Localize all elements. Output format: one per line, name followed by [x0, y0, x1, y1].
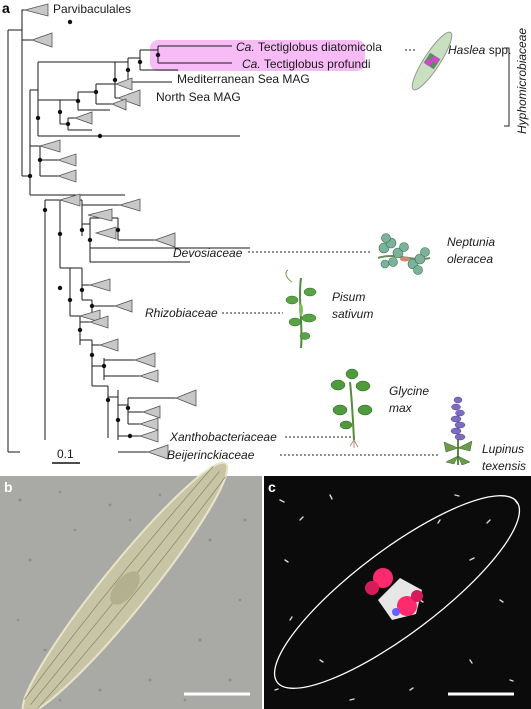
- panel-b: b: [0, 461, 262, 709]
- mag-label: Mediterranean Sea MAG: [177, 72, 310, 86]
- collapsed-clade: [30, 32, 53, 48]
- family-label: Rhizobiaceae: [145, 306, 218, 320]
- collapsed-clade: [94, 226, 117, 240]
- scale-bar-label: 0.1: [57, 447, 74, 461]
- symbiont-signal: [365, 568, 423, 620]
- background-cells: [274, 494, 518, 701]
- collapsed-clade: [138, 369, 159, 383]
- host-species-pisum: sativum: [332, 307, 373, 321]
- collapsed-clades: [23, 3, 197, 460]
- host-species-lupinus: texensis: [482, 459, 526, 473]
- collapsed-clade: [56, 153, 77, 167]
- tectiglobus-label: Ca. Tectiglobus diatomicola: [236, 40, 382, 54]
- collapsed-clade: [98, 338, 119, 352]
- mag-label: North Sea MAG: [156, 90, 241, 104]
- collapsed-clade: [23, 3, 49, 17]
- tree-branches: [7, 9, 250, 453]
- host-label-haslea: Haslea spp.: [448, 43, 511, 57]
- collapsed-clade: [78, 309, 101, 323]
- outgroup-label: Parvibaculales: [53, 2, 131, 16]
- collapsed-clade: [174, 389, 197, 407]
- glycine-illustration: [330, 368, 373, 448]
- support-dots: [27, 19, 161, 439]
- collapsed-clade: [138, 429, 159, 443]
- collapsed-clade: [110, 98, 127, 111]
- host-species-neptunia: oleracea: [447, 252, 493, 266]
- family-label: Xanthobacteriaceae: [169, 430, 277, 444]
- collapsed-clade: [38, 139, 61, 153]
- collapsed-clade: [138, 417, 159, 431]
- panel-letter-c: c: [268, 479, 276, 495]
- collapsed-clade: [153, 232, 176, 248]
- host-genus-neptunia: Neptunia: [447, 235, 495, 249]
- panel-letter-a: a: [2, 0, 10, 16]
- pisum-illustration: [285, 269, 317, 349]
- collapsed-clade: [133, 352, 156, 368]
- order-label: Hyphomicrobiaceae: [515, 28, 529, 134]
- host-species-glycine: max: [389, 401, 413, 415]
- tectiglobus-label: Ca. Tectiglobus profundi: [242, 57, 371, 71]
- leader-lines: [222, 49, 440, 456]
- collapsed-clade: [146, 444, 169, 460]
- collapsed-clade: [88, 278, 111, 292]
- diatom-illustration: [411, 31, 453, 91]
- lupinus-illustration: [443, 396, 473, 466]
- collapsed-clade: [116, 89, 141, 107]
- collapsed-clade: [56, 169, 77, 183]
- collapsed-clade: [141, 405, 161, 419]
- family-label: Beijerinckiaceae: [167, 448, 255, 462]
- collapsed-clade: [88, 315, 109, 329]
- collapsed-clade: [58, 193, 81, 207]
- family-label: Devosiaceae: [173, 246, 243, 260]
- diatom-outline-c: [273, 495, 521, 689]
- host-genus-glycine: Glycine: [389, 384, 429, 398]
- collapsed-clade: [114, 77, 133, 91]
- order-bracket: [504, 47, 510, 127]
- collapsed-clade: [113, 299, 133, 313]
- collapsed-clade: [118, 198, 141, 212]
- panel-a: a: [2, 0, 529, 473]
- host-genus-lupinus: Lupinus: [482, 442, 524, 456]
- diatom-cell-b: [21, 461, 229, 709]
- panel-c: c: [264, 476, 531, 709]
- neptunia-illustration: [377, 233, 431, 275]
- collapsed-clade: [73, 111, 93, 125]
- host-genus-pisum: Pisum: [332, 290, 365, 304]
- collapsed-clade: [87, 208, 113, 222]
- debris: [16, 490, 247, 702]
- panel-letter-b: b: [4, 479, 13, 495]
